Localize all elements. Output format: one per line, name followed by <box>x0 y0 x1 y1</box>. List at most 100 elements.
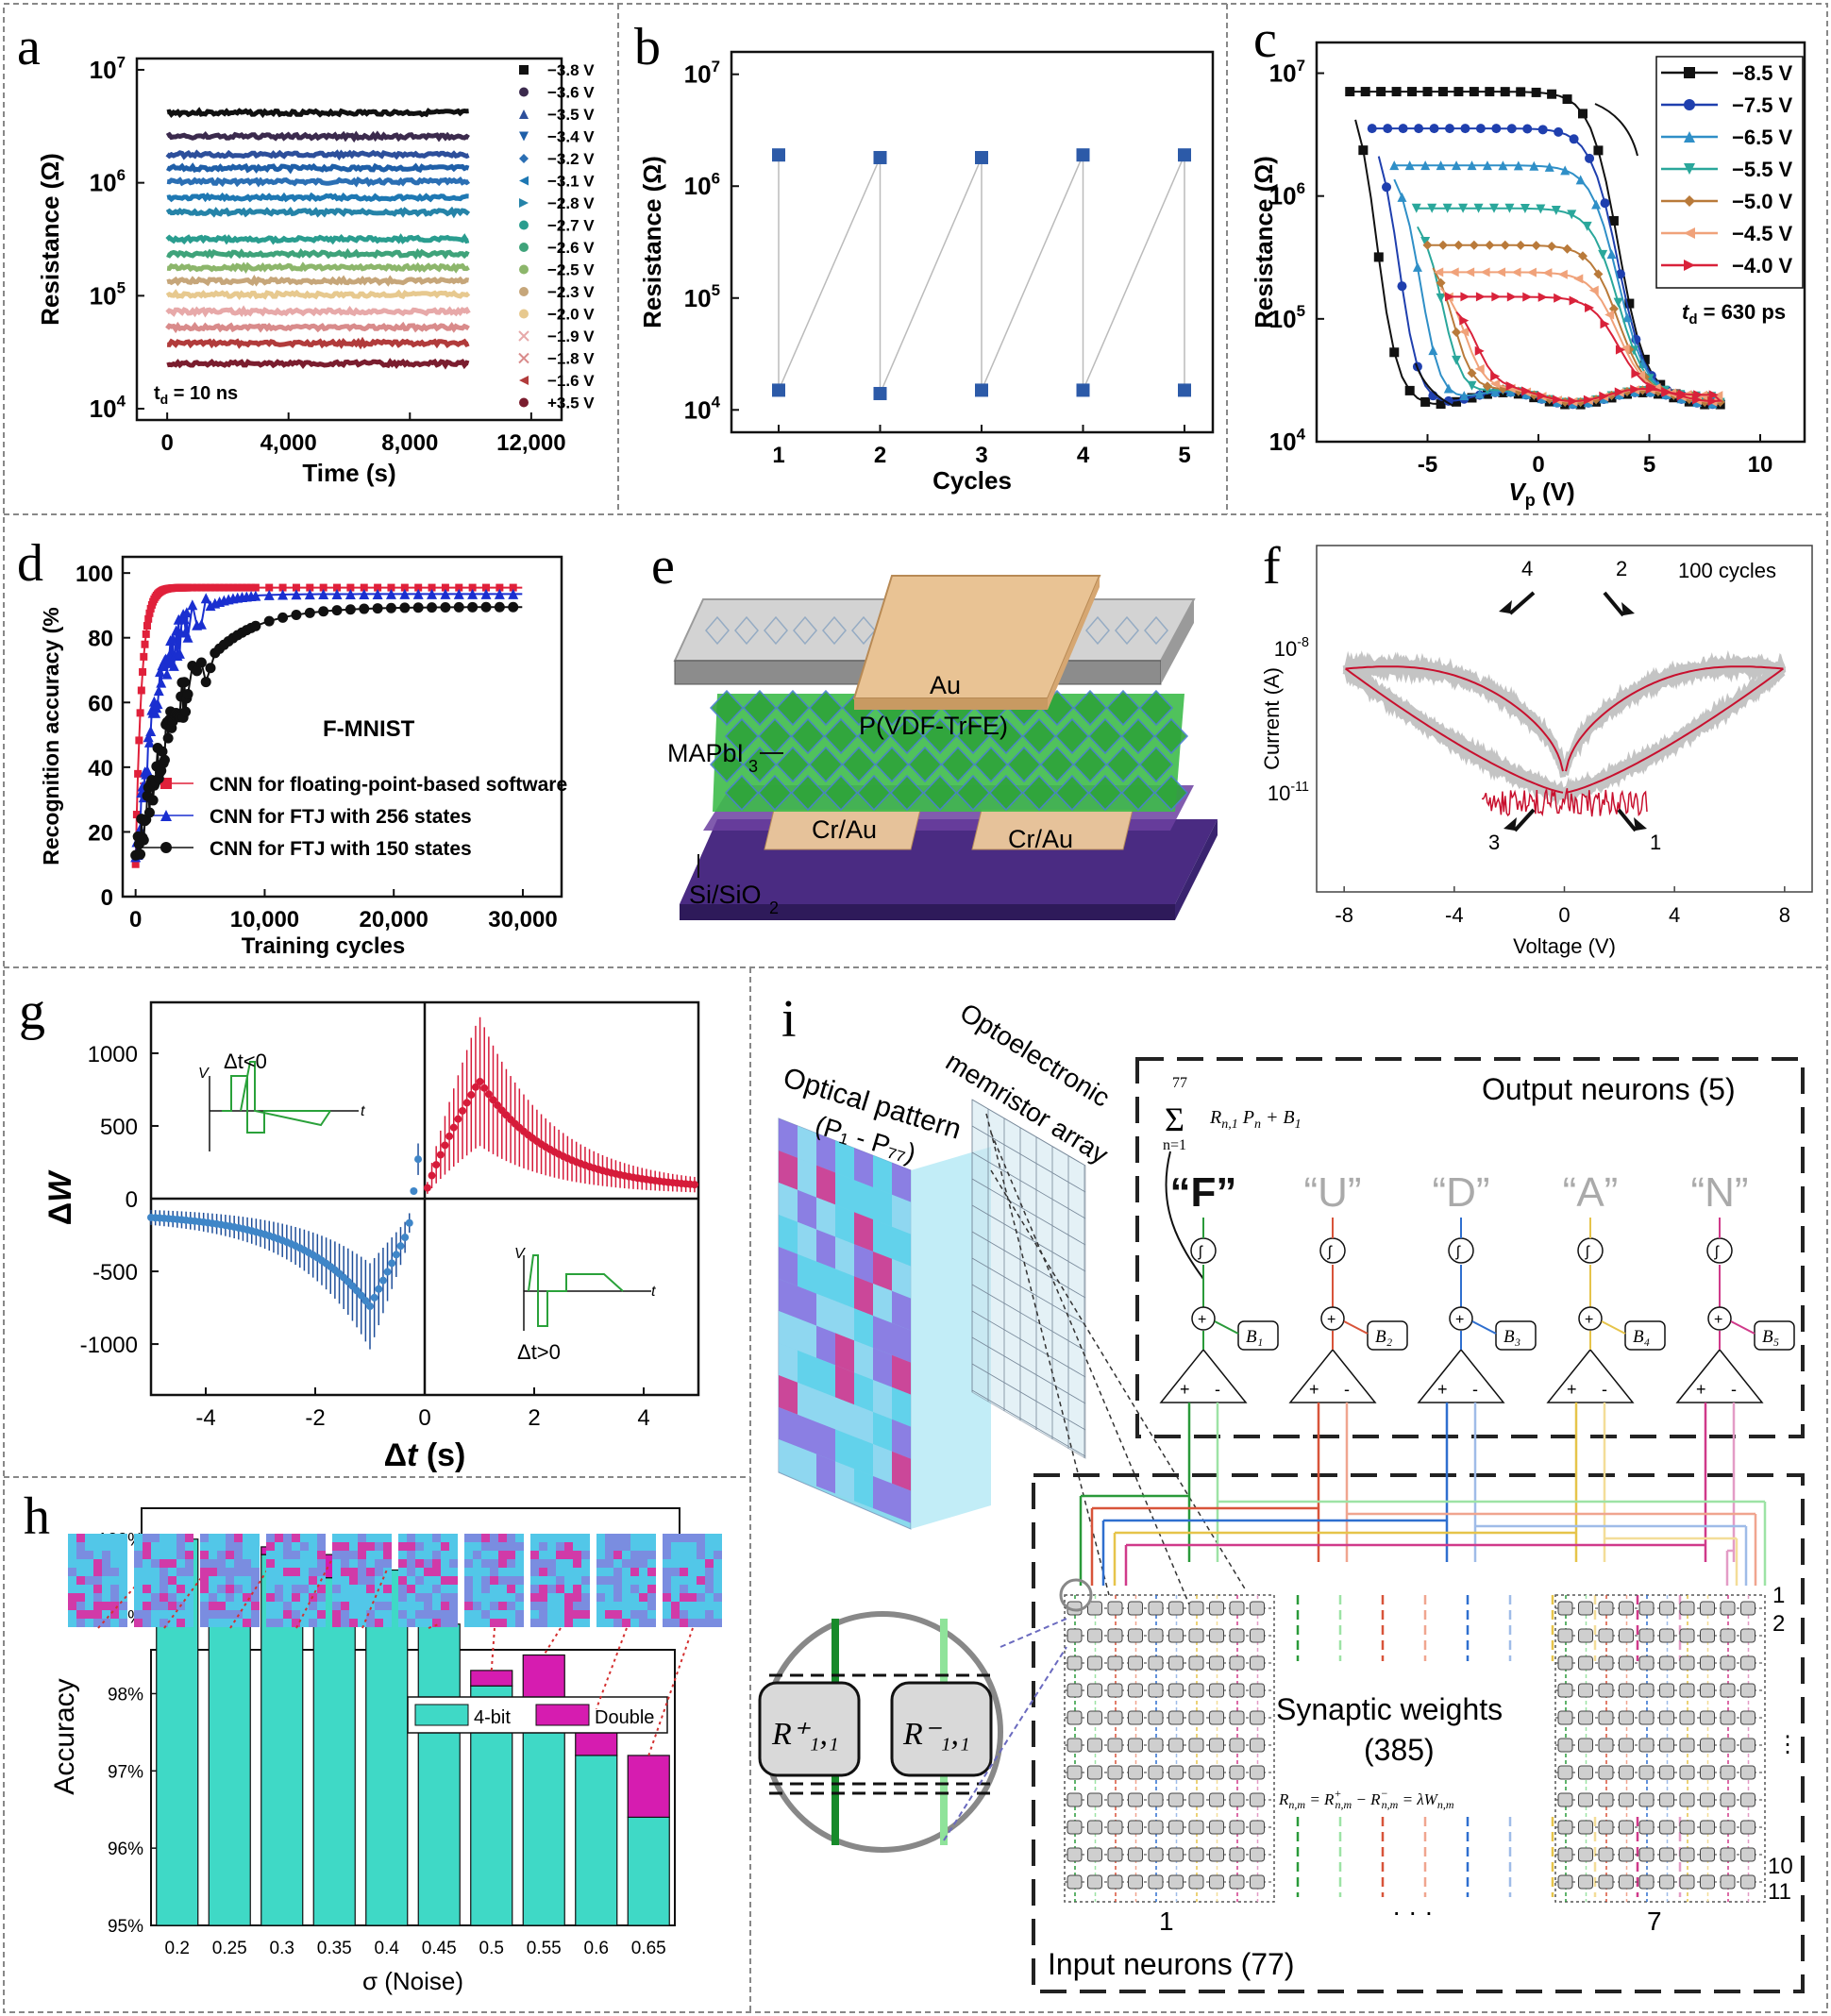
legend-label-a: −3.1 V <box>547 173 595 191</box>
legend-marker-d <box>160 842 172 853</box>
noise-thumbnail <box>266 1534 326 1627</box>
arrow-label-f: 2 <box>1616 557 1627 580</box>
legend-label-c: −8.5 V <box>1732 61 1793 85</box>
annotation-a: td = 10 ns <box>154 383 238 407</box>
thumb-pixel <box>300 1568 309 1576</box>
memristor-cell <box>1638 1874 1655 1890</box>
thumb-pixel <box>507 1534 515 1542</box>
thumb-pixel <box>68 1542 76 1551</box>
y-tick-label-a: 106 <box>90 166 126 197</box>
memristor-cell <box>1128 1792 1143 1807</box>
series-marker-d <box>291 589 302 600</box>
x-tick-label-b: 4 <box>1077 443 1090 468</box>
bias-link <box>1214 1320 1239 1335</box>
legend-marker-a <box>519 87 529 97</box>
series-marker-d <box>333 583 342 592</box>
series-marker-c <box>1498 160 1508 171</box>
series-marker-d <box>188 583 196 592</box>
panel-dividers <box>3 3 1828 2013</box>
memristor-cell <box>1720 1683 1736 1698</box>
series-marker-d <box>182 688 193 699</box>
legend-label-c: −7.5 V <box>1732 93 1793 117</box>
series-marker-d <box>399 602 411 613</box>
thumb-pixel <box>473 1576 481 1585</box>
thumb-pixel <box>292 1568 300 1576</box>
x-tick-label-g: 4 <box>637 1405 649 1431</box>
series-line-a <box>165 149 470 161</box>
thumb-pixel <box>76 1602 85 1610</box>
noise-thumbnail <box>663 1534 722 1627</box>
thumb-pixel <box>85 1568 93 1576</box>
thumb-pixel <box>415 1610 424 1619</box>
data-point-g <box>436 1151 445 1159</box>
crossbar-grids <box>1064 1594 1766 1903</box>
thumb-pixel <box>564 1568 573 1576</box>
thumb-pixel <box>596 1619 605 1627</box>
thumb-pixel <box>639 1602 647 1610</box>
cube-pixel <box>816 1421 835 1462</box>
plot-frame-d <box>121 555 563 899</box>
thumb-pixel <box>332 1602 341 1610</box>
series-marker-c <box>1453 240 1464 250</box>
thumb-pixel <box>398 1576 407 1585</box>
cube-pixel <box>854 1469 873 1508</box>
series-marker-d <box>187 599 198 611</box>
thumb-pixel <box>309 1602 317 1610</box>
series-marker-c <box>1475 292 1486 302</box>
cube-pixel <box>798 1253 816 1294</box>
thumb-pixel <box>375 1576 383 1585</box>
thumb-pixel <box>556 1568 564 1576</box>
crystal-octahedron <box>1072 746 1108 783</box>
cube-pixel <box>854 1212 873 1252</box>
thumb-pixel <box>507 1602 515 1610</box>
cube-pixel <box>816 1165 835 1205</box>
thumb-pixel <box>490 1551 498 1559</box>
legend-label-a: −2.3 V <box>547 283 595 301</box>
thumb-pixel <box>507 1551 515 1559</box>
thumb-pixel <box>596 1593 605 1602</box>
thumb-pixel <box>200 1602 209 1610</box>
bar-4bit <box>417 1623 461 1926</box>
memristor-cell <box>1578 1765 1593 1780</box>
thumb-pixel <box>441 1610 449 1619</box>
series-marker-d <box>233 583 242 592</box>
thumb-pixel <box>309 1559 317 1568</box>
thumb-pixel <box>226 1585 234 1593</box>
x-tick-label-a: 0 <box>160 430 173 456</box>
thumb-pixel <box>332 1551 341 1559</box>
thumb-pixel <box>366 1551 375 1559</box>
thumb-pixel <box>68 1568 76 1576</box>
data-point-g <box>410 1186 418 1195</box>
cube-pixel <box>816 1229 835 1269</box>
data-point-g <box>366 1302 374 1311</box>
thumb-pixel <box>151 1551 160 1559</box>
cube-pixel <box>835 1268 854 1309</box>
thumb-pixel <box>332 1576 341 1585</box>
thumb-pixel <box>647 1619 656 1627</box>
thumb-pixel <box>93 1619 102 1627</box>
series-marker-c <box>1422 240 1433 250</box>
optical-pattern-cube <box>778 1099 1247 1605</box>
thumb-pixel <box>275 1534 283 1542</box>
thumb-pixel <box>481 1593 490 1602</box>
thumb-pixel <box>449 1559 458 1568</box>
thumb-pixel <box>234 1551 243 1559</box>
series-marker-c <box>1593 145 1604 156</box>
x-tick-label-h: 0.6 <box>584 1939 609 1958</box>
thumb-pixel <box>481 1551 490 1559</box>
thumb-pixel <box>697 1602 705 1610</box>
memristor-cell <box>1229 1847 1245 1862</box>
series-marker-c <box>1452 396 1462 407</box>
data-point-g <box>441 1141 449 1150</box>
thumb-pixel <box>490 1542 498 1551</box>
thumb-pixel <box>185 1602 193 1610</box>
series-marker-d <box>228 583 237 592</box>
memristor-cell <box>1168 1601 1184 1616</box>
thumb-pixel <box>76 1593 85 1602</box>
memristor-cell <box>1229 1628 1245 1643</box>
thumb-pixel <box>415 1559 424 1568</box>
thumb-pixel <box>671 1534 680 1542</box>
series-marker-d <box>455 583 463 592</box>
memristor-cell <box>1578 1655 1593 1671</box>
series-marker-d <box>135 848 146 860</box>
